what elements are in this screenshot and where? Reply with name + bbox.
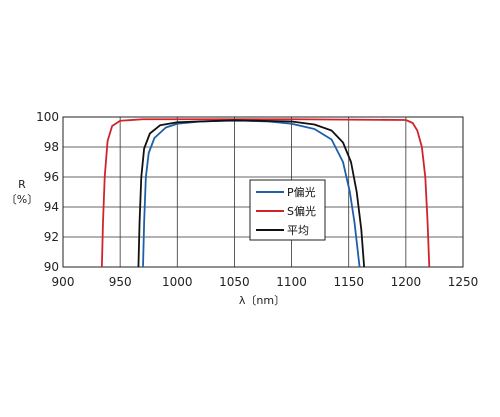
legend-label-p: P偏光 [287, 185, 316, 199]
x-tick-labels: 900 950 1000 1050 1100 1150 1200 1250 [52, 275, 479, 289]
x-tick-label: 1050 [219, 275, 250, 289]
series-layer [100, 118, 431, 268]
x-tick-label: 1250 [448, 275, 479, 289]
x-tick-label: 1200 [391, 275, 422, 289]
series-average-line [137, 119, 366, 268]
x-tick-label: 950 [109, 275, 132, 289]
y-tick-label: 96 [44, 170, 59, 184]
y-tick-label: 90 [44, 260, 59, 274]
plot-frame [62, 116, 464, 268]
y-tick-label: 94 [44, 200, 59, 214]
y-tick-labels: 90 92 94 96 98 100 [36, 110, 59, 274]
x-axis-label: λ〔nm〕 [239, 294, 285, 307]
x-tick-label: 1000 [162, 275, 193, 289]
x-tick-label: 1100 [276, 275, 307, 289]
series-s-polarized-line [100, 118, 431, 268]
x-tick-label: 1150 [333, 275, 364, 289]
x-tick-label: 900 [52, 275, 75, 289]
y-axis-label-line2: 〔%〕 [6, 193, 38, 206]
legend: P偏光 S偏光 平均 [249, 179, 326, 241]
legend-label-s: S偏光 [287, 204, 316, 218]
y-axis-label-line1: R [18, 178, 26, 191]
y-tick-label: 98 [44, 140, 59, 154]
y-tick-label: 92 [44, 230, 59, 244]
legend-label-avg: 平均 [287, 224, 309, 237]
y-tick-label: 100 [36, 110, 59, 124]
